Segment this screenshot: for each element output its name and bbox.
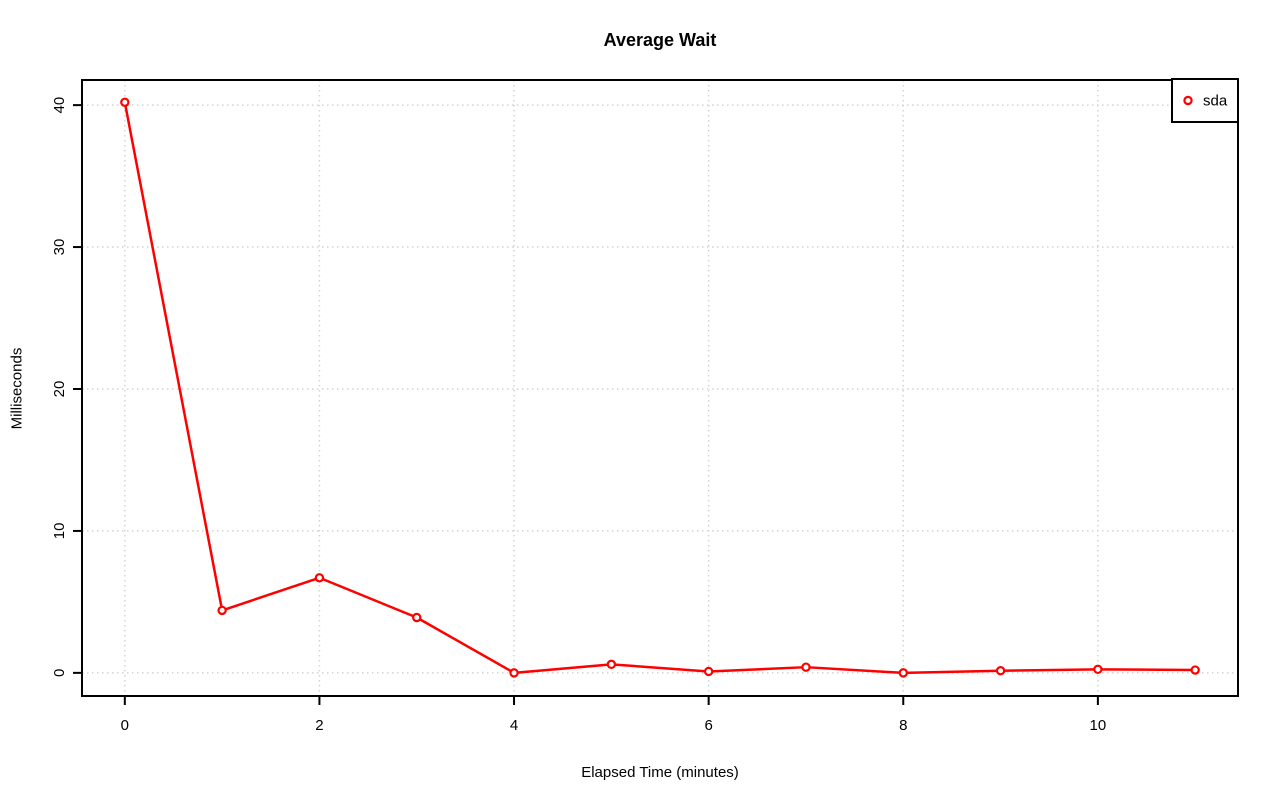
chart-title: Average Wait [603,30,717,50]
data-point [898,668,908,678]
y-tick-label: 40 [51,97,68,114]
data-point [801,662,811,672]
legend-label: sda [1203,93,1228,110]
legend: sda [1171,78,1239,123]
legend-marker [1183,95,1193,106]
x-axis-label: Elapsed Time (minutes) [581,764,739,781]
data-points [120,97,1200,678]
y-tick-label: 10 [51,523,68,540]
data-point [509,668,519,678]
legend-box [1171,78,1239,123]
data-point [1190,665,1200,675]
data-point [995,666,1006,676]
x-tick-label: 0 [121,717,129,734]
gridlines [82,80,1238,696]
x-tick-label: 4 [510,717,518,734]
data-point [412,612,422,623]
data-point [314,573,325,583]
data-point [703,666,714,677]
data-line [123,102,1196,675]
data-point [1093,664,1103,675]
x-tick-label: 8 [899,717,907,734]
x-tick-label: 2 [315,717,323,734]
y-axis-label: Milliseconds [8,347,26,430]
data-point [120,97,130,107]
x-tick-label: 6 [704,717,712,734]
y-axis: 0 10 20 30 40 [51,97,82,677]
data-point [217,605,227,616]
plot-border [81,79,1239,697]
x-tick-label: 10 [1090,717,1107,734]
x-axis: 0 2 4 6 8 10 [121,696,1107,734]
data-point [606,659,617,670]
y-tick-label: 0 [51,669,68,677]
y-tick-label: 30 [51,239,68,256]
y-tick-label: 20 [51,381,68,398]
